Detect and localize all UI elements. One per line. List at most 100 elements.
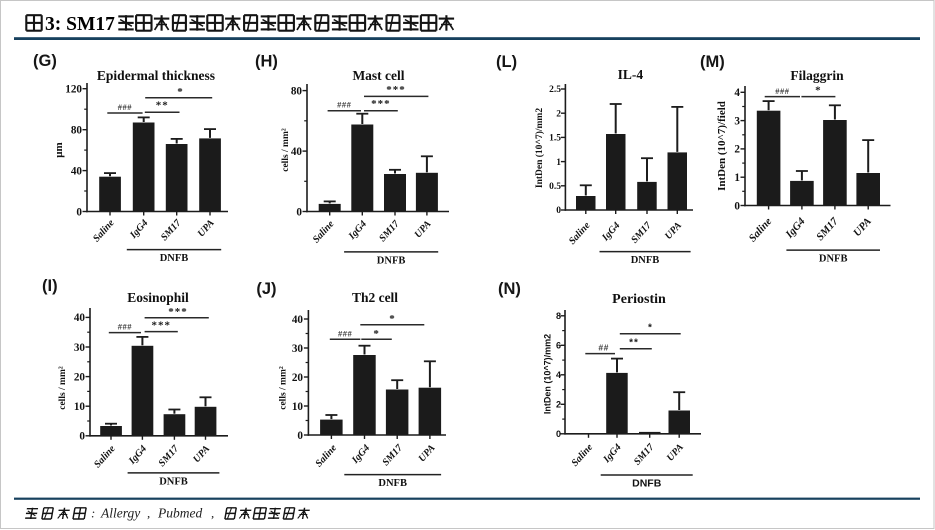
- svg-text:Filaggrin: Filaggrin: [790, 68, 844, 83]
- svg-text:0: 0: [76, 206, 82, 218]
- svg-text:###: ###: [118, 102, 133, 112]
- svg-text:UPA: UPA: [665, 442, 686, 464]
- svg-text:2: 2: [556, 109, 561, 119]
- svg-text:IgG4: IgG4: [599, 220, 622, 244]
- svg-text:IntDen (10^7)/mm2: IntDen (10^7)/mm2: [534, 108, 545, 188]
- svg-text:,: ,: [147, 506, 150, 521]
- svg-text:40: 40: [74, 312, 86, 324]
- svg-text:cells / mm²: cells / mm²: [279, 366, 289, 410]
- svg-text:IL-4: IL-4: [618, 67, 644, 82]
- svg-text:10: 10: [292, 401, 304, 413]
- svg-text:3: 3: [734, 115, 740, 127]
- svg-text:*: *: [177, 86, 184, 98]
- svg-text:Saline: Saline: [570, 442, 596, 469]
- svg-text:10: 10: [74, 401, 86, 413]
- svg-text:Allergy: Allergy: [100, 506, 140, 521]
- svg-text:Saline: Saline: [747, 215, 775, 244]
- svg-text:DNFB: DNFB: [377, 255, 406, 266]
- svg-text:##: ##: [598, 343, 608, 353]
- svg-text:*: *: [815, 85, 822, 97]
- svg-text:0: 0: [734, 200, 740, 212]
- svg-text:(J): (J): [256, 280, 276, 298]
- svg-text:120: 120: [65, 84, 82, 96]
- svg-text:80: 80: [291, 85, 303, 97]
- svg-text:0: 0: [297, 430, 303, 442]
- svg-text:***: ***: [386, 84, 406, 96]
- svg-text:30: 30: [74, 342, 86, 354]
- svg-text:2: 2: [556, 399, 561, 409]
- svg-text:IgG4: IgG4: [346, 219, 369, 243]
- svg-text:DNFB: DNFB: [159, 476, 188, 487]
- svg-text:(H): (H): [255, 53, 278, 71]
- svg-text:Saline: Saline: [313, 442, 339, 469]
- svg-text:UPA: UPA: [191, 443, 212, 465]
- svg-text:***: ***: [168, 306, 188, 318]
- svg-text:UPA: UPA: [851, 215, 874, 238]
- svg-text:2.5: 2.5: [549, 85, 561, 95]
- svg-text:SM17: SM17: [157, 443, 182, 469]
- svg-text:Saline: Saline: [311, 218, 337, 245]
- svg-text:UPA: UPA: [196, 217, 217, 239]
- svg-text:0: 0: [296, 206, 302, 218]
- svg-text:(N): (N): [498, 280, 521, 298]
- svg-text:###: ###: [337, 100, 352, 110]
- svg-text:*: *: [648, 323, 653, 334]
- svg-text:(L): (L): [496, 53, 517, 71]
- svg-text:μm: μm: [53, 142, 65, 157]
- svg-text:1: 1: [556, 158, 561, 168]
- svg-text:IgG4: IgG4: [126, 443, 149, 467]
- svg-text:40: 40: [291, 146, 303, 158]
- svg-text:UPA: UPA: [417, 442, 438, 464]
- svg-text:DNFB: DNFB: [631, 255, 660, 266]
- svg-text:(M): (M): [700, 53, 725, 71]
- svg-text:DNFB: DNFB: [160, 253, 189, 264]
- svg-text:SM17: SM17: [814, 215, 841, 243]
- svg-text:###: ###: [338, 328, 353, 338]
- svg-text:IntDen (10^7)/field: IntDen (10^7)/field: [716, 101, 728, 191]
- svg-text:Eosinophil: Eosinophil: [127, 290, 189, 305]
- svg-text:IgG4: IgG4: [601, 442, 624, 466]
- svg-text:IgG4: IgG4: [349, 443, 372, 467]
- svg-text:UPA: UPA: [413, 218, 434, 240]
- svg-text:Saline: Saline: [567, 220, 593, 247]
- svg-text:###: ###: [775, 86, 790, 96]
- svg-text::: :: [91, 506, 95, 521]
- svg-text:SM17: SM17: [159, 217, 184, 243]
- svg-text:0: 0: [556, 429, 561, 439]
- svg-text:(G): (G): [33, 52, 57, 70]
- svg-text:1.5: 1.5: [549, 134, 561, 144]
- svg-text:*: *: [373, 328, 380, 340]
- svg-text:***: ***: [151, 320, 171, 332]
- svg-text:IgG4: IgG4: [783, 215, 808, 241]
- svg-text:cells / mm²: cells / mm²: [281, 128, 291, 172]
- svg-text:Saline: Saline: [91, 217, 117, 244]
- svg-text:Mast cell: Mast cell: [352, 68, 404, 83]
- svg-text:SM17: SM17: [377, 218, 402, 244]
- svg-text:1: 1: [734, 172, 740, 184]
- svg-text:3: SM17: 3: SM17: [45, 14, 115, 35]
- svg-text:40: 40: [71, 165, 83, 177]
- svg-text:**: **: [629, 338, 639, 349]
- svg-text:Periostin: Periostin: [612, 292, 666, 307]
- svg-text:cells / mm²: cells / mm²: [58, 366, 68, 410]
- svg-text:30: 30: [292, 343, 304, 355]
- svg-text:###: ###: [118, 322, 133, 332]
- svg-text:2: 2: [734, 144, 740, 156]
- svg-text:8: 8: [556, 311, 561, 321]
- svg-text:6: 6: [556, 340, 561, 350]
- svg-text:0.5: 0.5: [549, 182, 561, 192]
- svg-text:IgG4: IgG4: [127, 218, 150, 242]
- svg-text:Th2 cell: Th2 cell: [352, 290, 398, 305]
- svg-text:SM17: SM17: [632, 441, 657, 467]
- svg-text:20: 20: [74, 371, 86, 383]
- svg-text:0: 0: [79, 431, 85, 443]
- svg-text:**: **: [156, 100, 169, 112]
- svg-text:Saline: Saline: [92, 443, 118, 470]
- svg-text:Pubmed: Pubmed: [157, 506, 202, 521]
- svg-text:80: 80: [71, 125, 83, 137]
- svg-text:SM17: SM17: [629, 219, 654, 245]
- svg-text:(I): (I): [42, 277, 58, 295]
- svg-text:4: 4: [734, 87, 740, 99]
- svg-text:*: *: [389, 313, 396, 325]
- svg-text:UPA: UPA: [663, 220, 684, 242]
